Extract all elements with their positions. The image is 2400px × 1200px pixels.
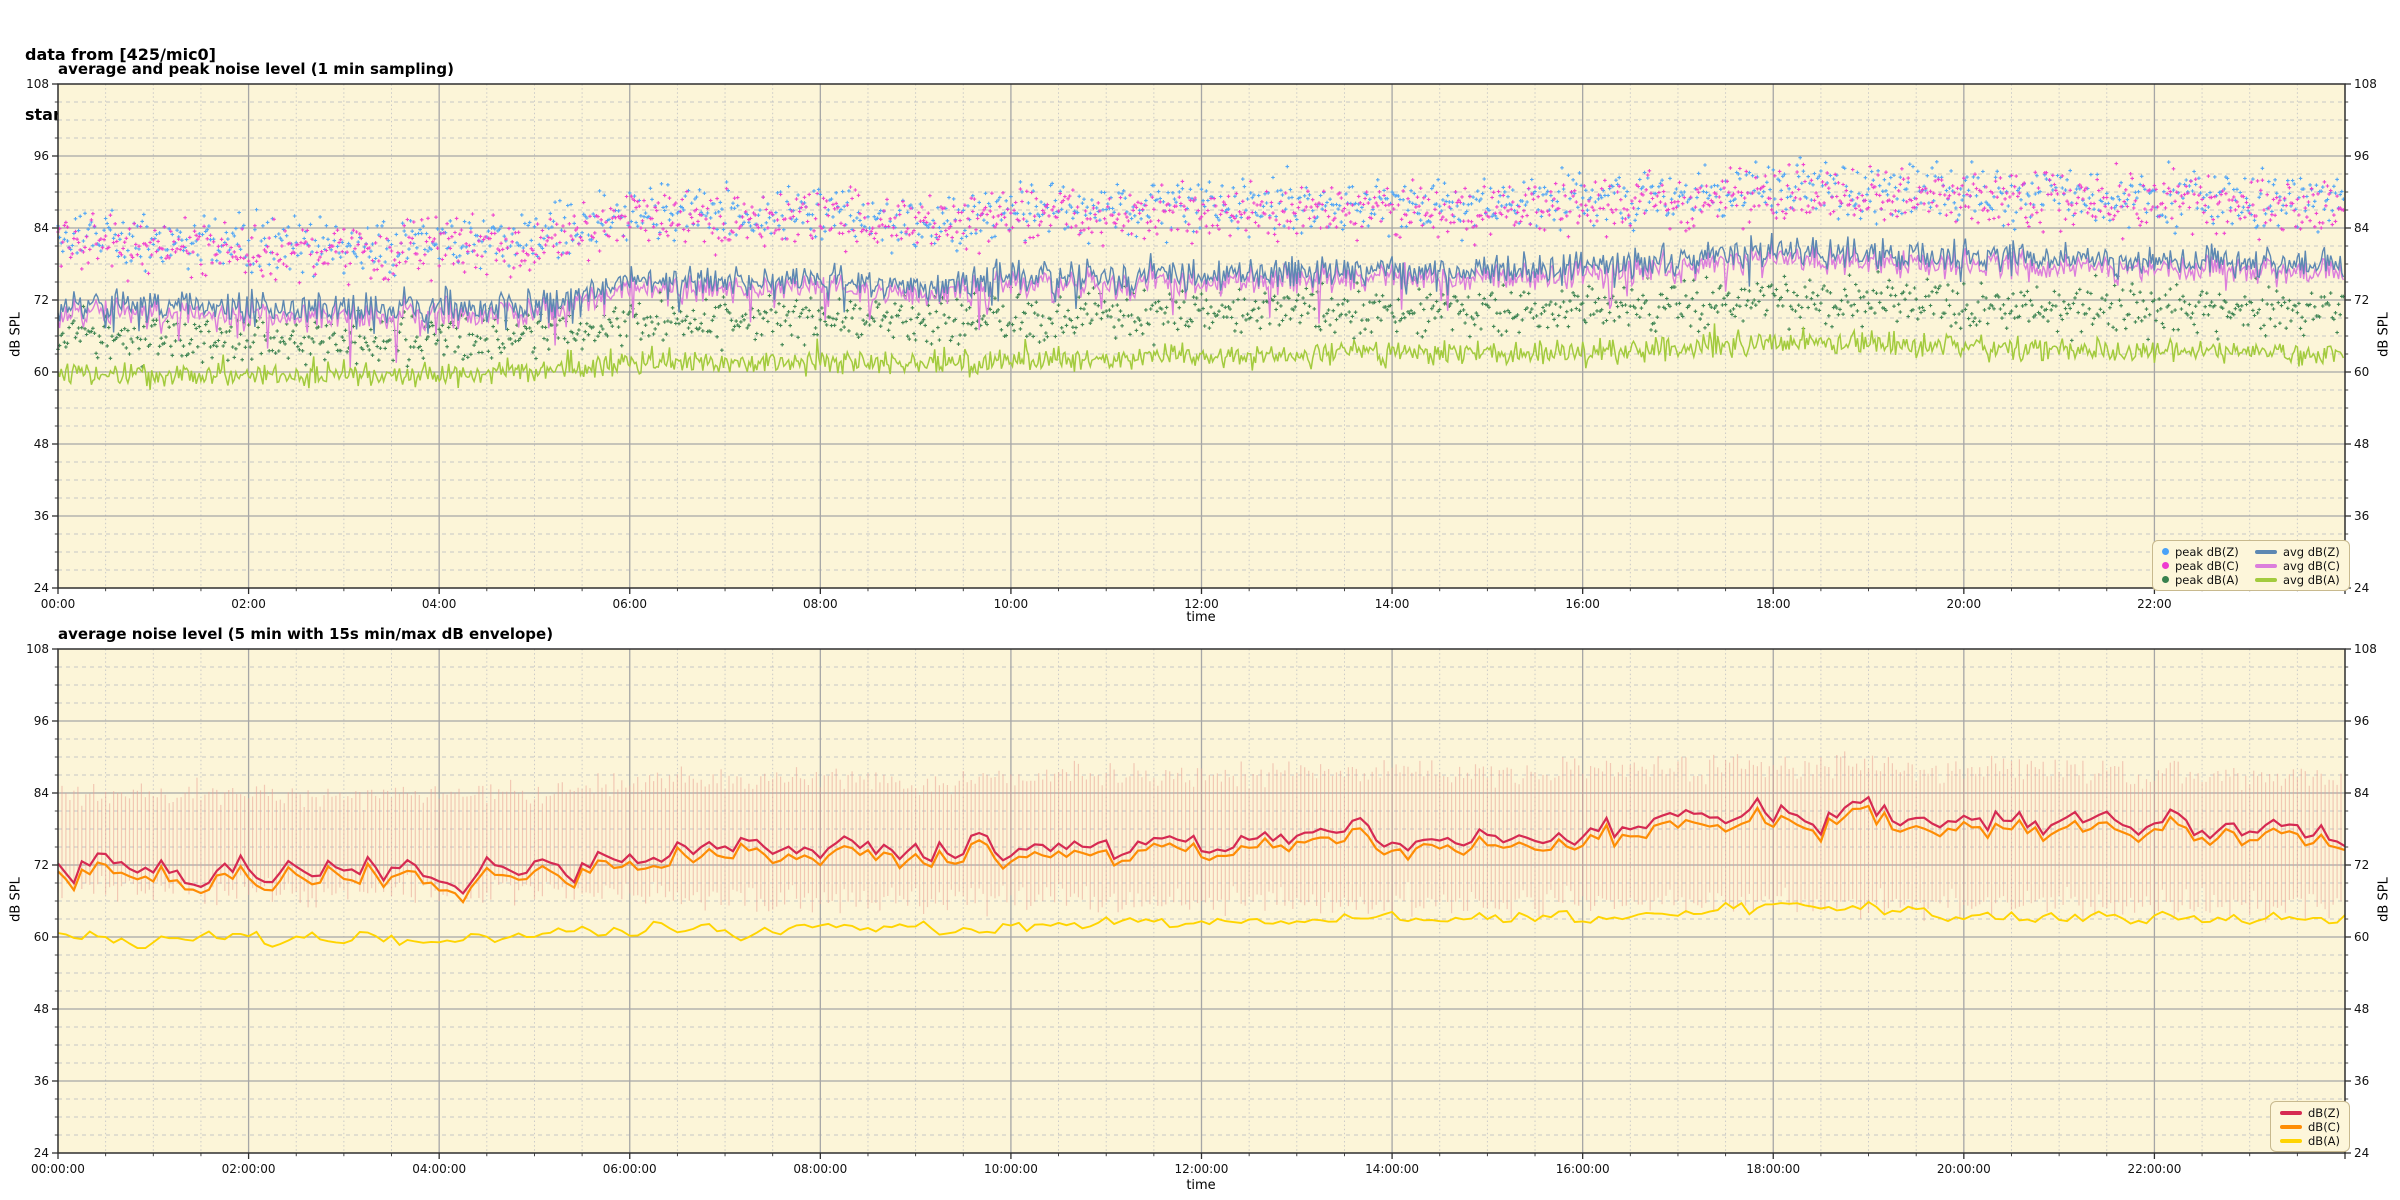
svg-text:108: 108 xyxy=(2354,77,2377,91)
svg-text:00:00: 00:00 xyxy=(41,597,76,611)
svg-text:108: 108 xyxy=(26,642,49,656)
svg-text:84: 84 xyxy=(34,221,49,235)
svg-text:96: 96 xyxy=(2354,149,2369,163)
bottom-chart-legend: dB(Z) dB(C) dB(A) xyxy=(2270,1101,2351,1152)
legend-item: dB(A) xyxy=(2280,1134,2340,1147)
svg-text:14:00: 14:00 xyxy=(1375,597,1410,611)
dba-marker xyxy=(2280,1138,2302,1143)
svg-text:108: 108 xyxy=(2354,642,2377,656)
svg-text:108: 108 xyxy=(26,77,49,91)
svg-text:24: 24 xyxy=(34,581,49,595)
svg-text:18:00:00: 18:00:00 xyxy=(1746,1162,1800,1176)
svg-text:36: 36 xyxy=(34,509,49,523)
svg-text:22:00:00: 22:00:00 xyxy=(2127,1162,2181,1176)
header-line-1: data from [425/mic0] xyxy=(25,45,216,64)
svg-text:84: 84 xyxy=(2354,221,2369,235)
svg-text:72: 72 xyxy=(2354,293,2369,307)
svg-text:48: 48 xyxy=(2354,1002,2369,1016)
top-chart-ylabel-right: dB SPL xyxy=(2376,312,2392,357)
svg-text:72: 72 xyxy=(2354,858,2369,872)
svg-text:48: 48 xyxy=(2354,437,2369,451)
svg-text:84: 84 xyxy=(2354,786,2369,800)
svg-text:10:00:00: 10:00:00 xyxy=(984,1162,1038,1176)
avg-dbz-marker xyxy=(2254,549,2277,554)
svg-text:16:00:00: 16:00:00 xyxy=(1556,1162,1610,1176)
top-chart-title: average and peak noise level (1 min samp… xyxy=(58,60,454,78)
legend-item: peak dB(C) xyxy=(2162,559,2239,572)
svg-text:14:00:00: 14:00:00 xyxy=(1365,1162,1419,1176)
svg-text:08:00: 08:00 xyxy=(803,597,838,611)
svg-text:16:00: 16:00 xyxy=(1565,597,1600,611)
svg-text:36: 36 xyxy=(2354,509,2369,523)
svg-text:22:00: 22:00 xyxy=(2137,597,2172,611)
avg-dbc-marker xyxy=(2254,563,2277,568)
svg-text:96: 96 xyxy=(34,714,49,728)
svg-text:60: 60 xyxy=(34,930,49,944)
svg-text:04:00: 04:00 xyxy=(422,597,457,611)
bottom-chart-ylabel-right: dB SPL xyxy=(2376,877,2392,922)
svg-text:02:00: 02:00 xyxy=(231,597,266,611)
svg-text:24: 24 xyxy=(2354,581,2369,595)
svg-text:60: 60 xyxy=(2354,365,2369,379)
dbz-marker xyxy=(2280,1110,2302,1115)
svg-text:48: 48 xyxy=(34,437,49,451)
svg-text:84: 84 xyxy=(34,786,49,800)
svg-text:72: 72 xyxy=(34,293,49,307)
svg-text:12:00:00: 12:00:00 xyxy=(1175,1162,1229,1176)
svg-text:18:00: 18:00 xyxy=(1756,597,1791,611)
bottom-chart-title: average noise level (5 min with 15s min/… xyxy=(58,625,554,643)
legend-item: peak dB(Z) xyxy=(2162,545,2239,558)
bottom-chart-xlabel: time xyxy=(1186,1178,1216,1193)
svg-text:10:00: 10:00 xyxy=(994,597,1029,611)
svg-text:06:00: 06:00 xyxy=(612,597,647,611)
dbc-marker xyxy=(2280,1124,2302,1129)
legend-item: dB(C) xyxy=(2280,1120,2340,1133)
legend-item: avg dB(Z) xyxy=(2254,545,2340,558)
peak-dbz-marker xyxy=(2162,548,2169,555)
svg-text:24: 24 xyxy=(2354,1146,2369,1160)
bottom-chart-ylabel-left: dB SPL xyxy=(8,877,24,922)
legend-item: avg dB(A) xyxy=(2254,573,2340,586)
legend-item: avg dB(C) xyxy=(2254,559,2340,572)
avg-dba-marker xyxy=(2254,577,2277,582)
svg-text:24: 24 xyxy=(34,1146,49,1160)
peak-dbc-marker xyxy=(2162,562,2169,569)
peak-dba-marker xyxy=(2162,576,2169,583)
legend-item: peak dB(A) xyxy=(2162,573,2239,586)
top-chart-ylabel-left: dB SPL xyxy=(8,312,24,357)
svg-text:00:00:00: 00:00:00 xyxy=(31,1162,85,1176)
svg-text:72: 72 xyxy=(34,858,49,872)
svg-text:96: 96 xyxy=(34,149,49,163)
top-chart-xlabel: time xyxy=(1186,610,1216,625)
svg-text:06:00:00: 06:00:00 xyxy=(603,1162,657,1176)
svg-text:36: 36 xyxy=(34,1074,49,1088)
svg-text:96: 96 xyxy=(2354,714,2369,728)
svg-text:20:00: 20:00 xyxy=(1947,597,1982,611)
top-chart-legend: peak dB(Z) avg dB(Z) peak dB(C) avg dB(C… xyxy=(2152,540,2350,591)
svg-text:60: 60 xyxy=(2354,930,2369,944)
svg-text:60: 60 xyxy=(34,365,49,379)
legend-item: dB(Z) xyxy=(2280,1106,2340,1119)
svg-text:12:00: 12:00 xyxy=(1184,597,1219,611)
svg-text:48: 48 xyxy=(34,1002,49,1016)
svg-text:04:00:00: 04:00:00 xyxy=(412,1162,466,1176)
svg-text:20:00:00: 20:00:00 xyxy=(1937,1162,1991,1176)
svg-text:36: 36 xyxy=(2354,1074,2369,1088)
svg-text:08:00:00: 08:00:00 xyxy=(793,1162,847,1176)
svg-text:02:00:00: 02:00:00 xyxy=(222,1162,276,1176)
